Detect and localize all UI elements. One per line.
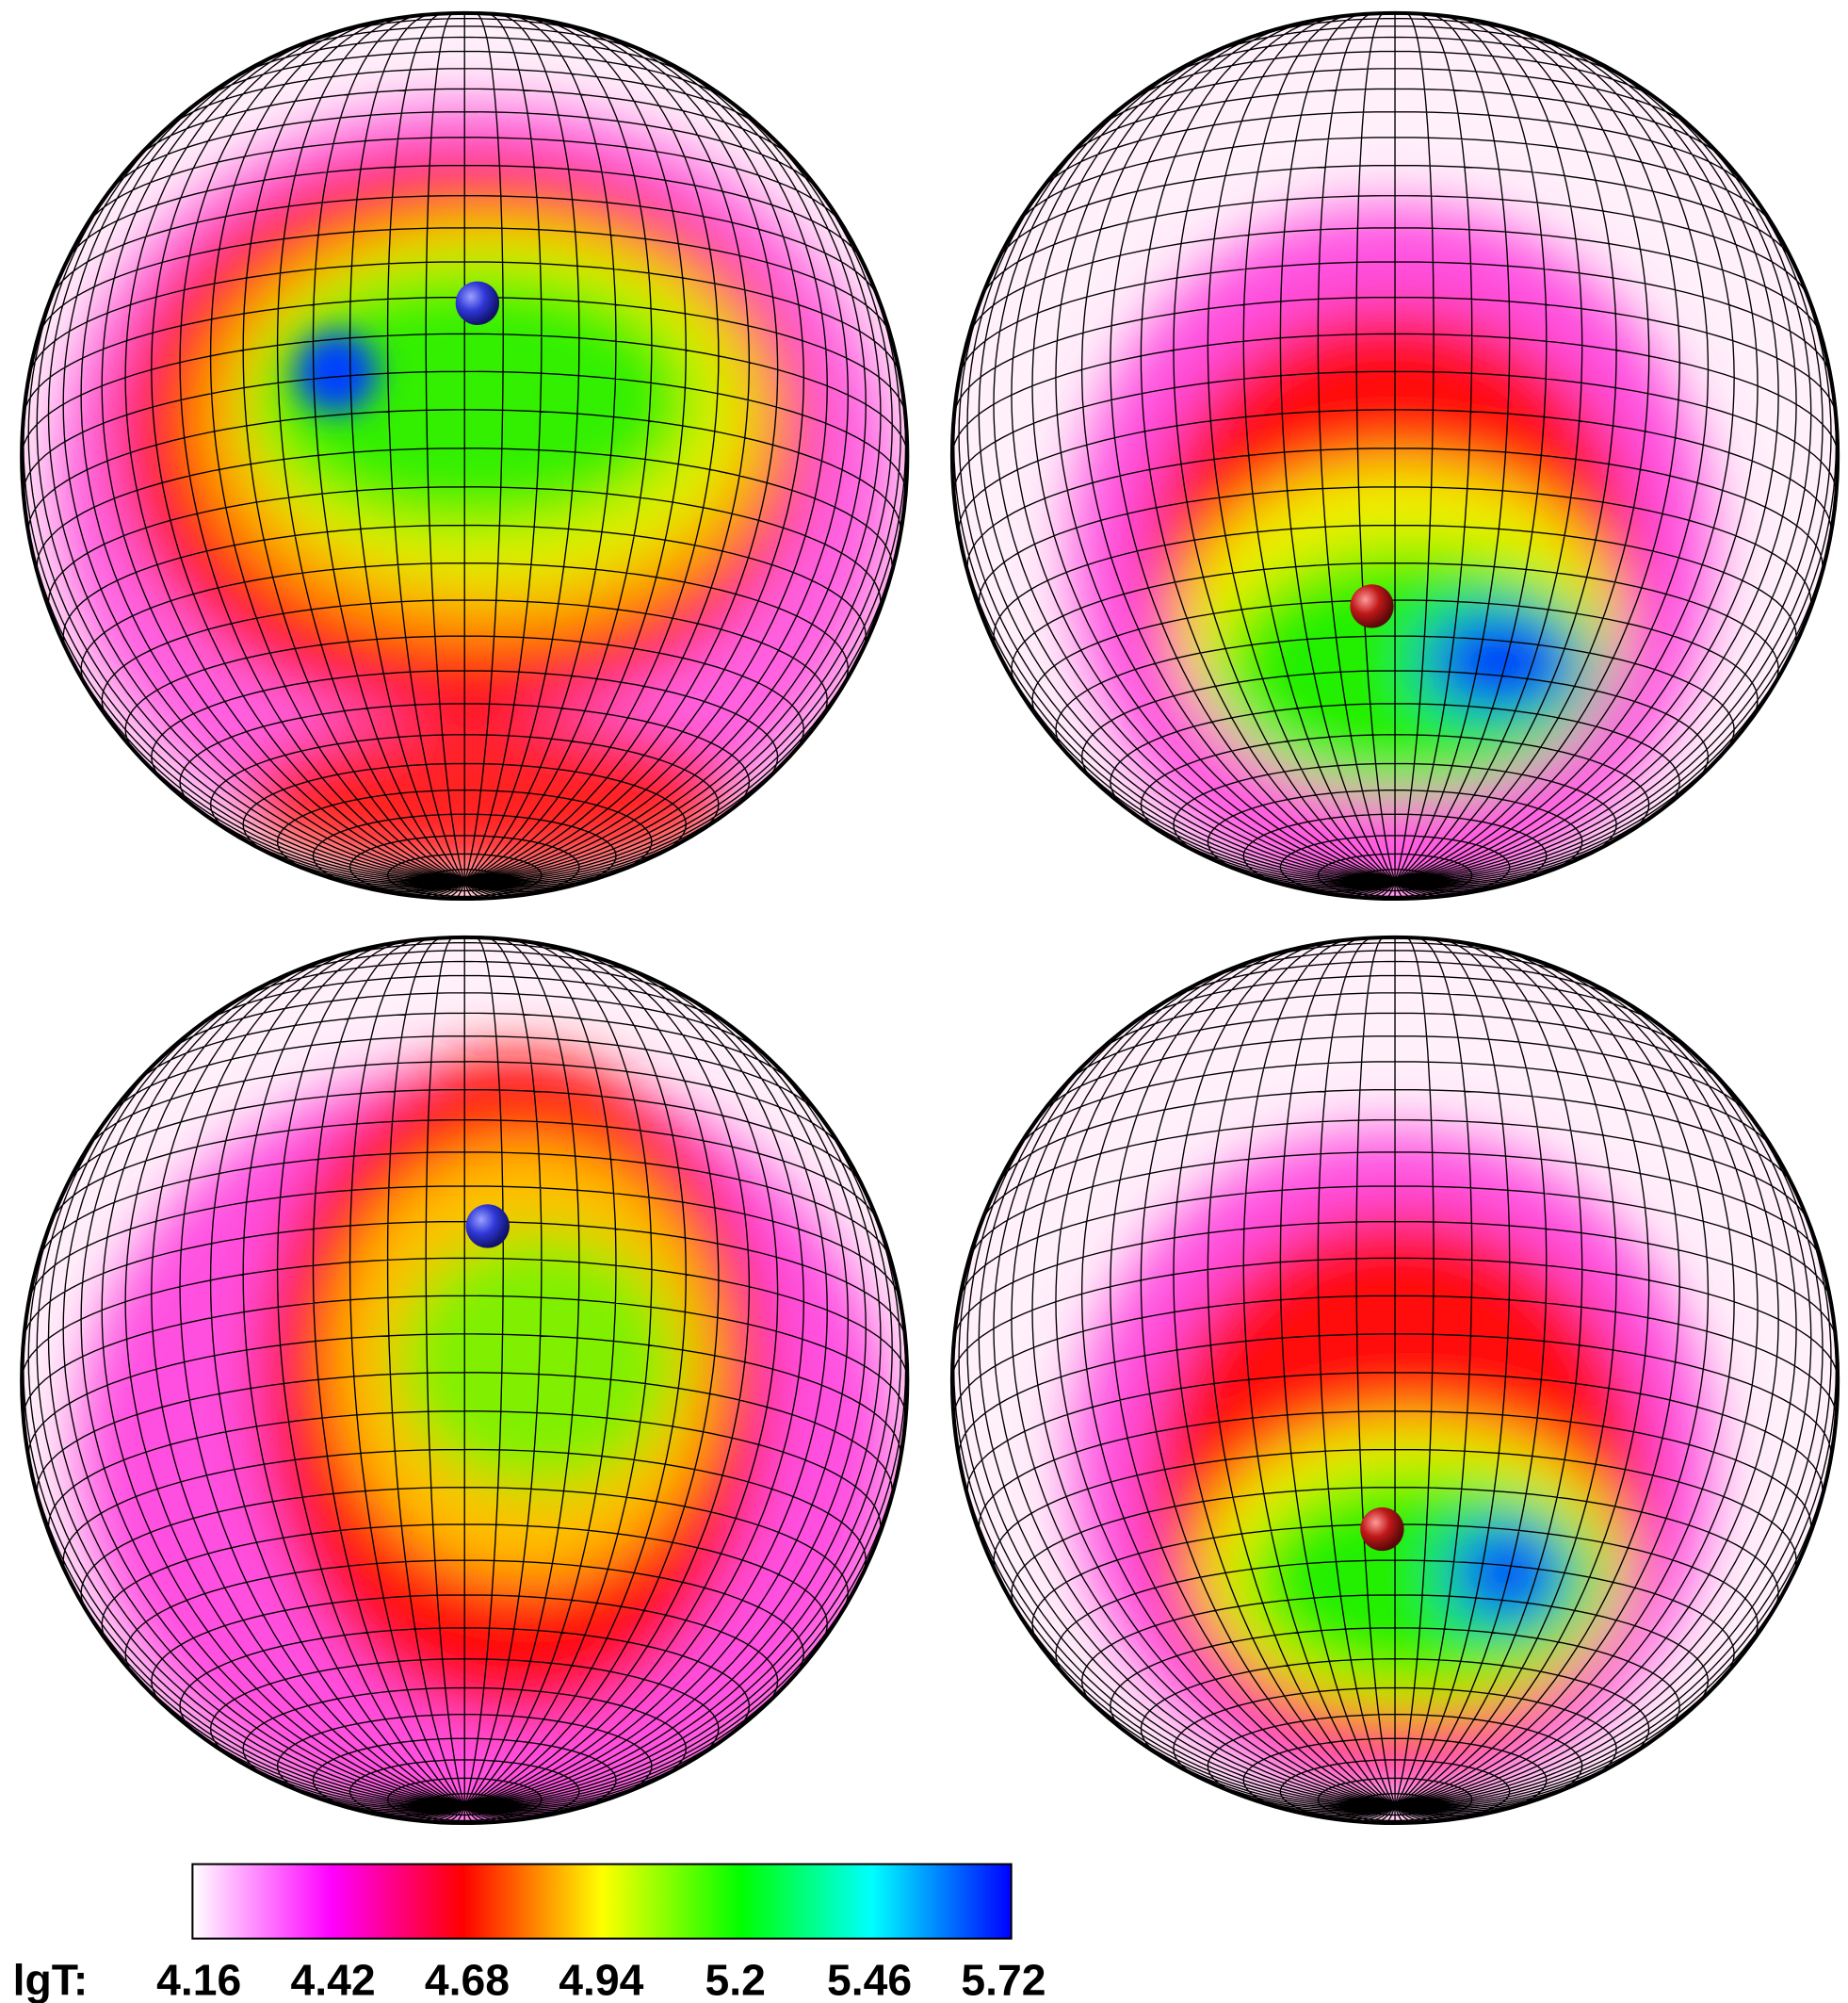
sphere-outline <box>949 935 1840 1826</box>
sphere-map <box>951 936 1839 1823</box>
colorbar-ticks: 4.16 4.42 4.68 4.94 5.2 5.46 5.72 <box>156 1956 1046 2003</box>
tick-label: 4.42 <box>290 1956 375 2003</box>
grid-lines <box>21 12 908 900</box>
colorbar-label: lgT: <box>13 1956 89 2003</box>
sphere-map <box>22 12 908 899</box>
marker-ball <box>465 1204 510 1248</box>
tick-label: 5.2 <box>705 1956 766 2003</box>
marker-ball <box>1350 584 1394 628</box>
grid-lines <box>951 936 1839 1824</box>
tick-label: 4.94 <box>559 1956 643 2003</box>
sphere-outline <box>20 935 910 1826</box>
sphere-outline <box>20 10 910 902</box>
sphere-grids <box>20 10 1840 1826</box>
tick-label: 5.72 <box>961 1956 1046 2003</box>
grid-lines <box>951 12 1839 900</box>
grid-lines <box>21 936 908 1824</box>
marker-ball <box>455 281 500 325</box>
tick-label: 4.16 <box>156 1956 241 2003</box>
sphere-outline <box>949 10 1840 902</box>
colorbar <box>191 1863 1013 1940</box>
tick-label: 4.68 <box>425 1956 510 2003</box>
tick-label: 5.46 <box>827 1956 912 2003</box>
marker-ball <box>1360 1506 1404 1552</box>
